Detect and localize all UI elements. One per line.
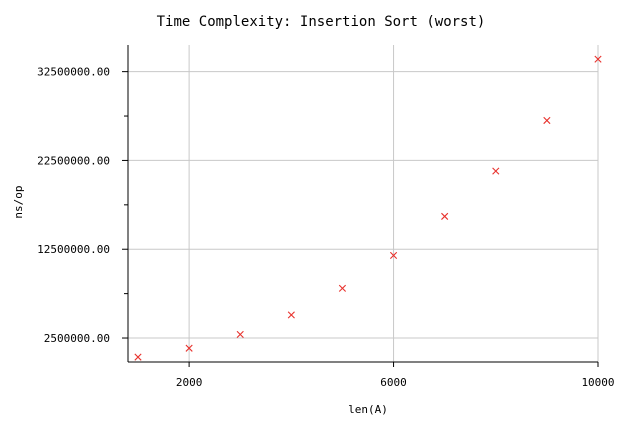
y-tick-label: 32500000.00 bbox=[37, 66, 110, 79]
data-point bbox=[543, 116, 551, 125]
y-tick-label: 22500000.00 bbox=[37, 154, 110, 167]
y-axis-ticks: 2500000.00 12500000.00 22500000.00 32500000… bbox=[37, 66, 128, 345]
data-point bbox=[492, 167, 500, 175]
x-axis-label: len(A) bbox=[348, 403, 388, 416]
data-points bbox=[134, 55, 602, 361]
x-tick-label: 2000 bbox=[176, 376, 203, 389]
data-point bbox=[338, 284, 347, 292]
y-axis-label: ns/op bbox=[12, 185, 25, 218]
x-tick-label: 10000 bbox=[581, 376, 614, 389]
y-tick-label: 12500000.00 bbox=[37, 243, 110, 256]
chart-title: Time Complexity: Insertion Sort (worst) bbox=[157, 14, 486, 30]
data-point bbox=[134, 353, 142, 361]
x-tick-label: 6000 bbox=[380, 376, 407, 389]
data-point bbox=[441, 212, 449, 220]
data-point bbox=[287, 311, 295, 319]
data-point bbox=[185, 344, 193, 352]
axes bbox=[127, 45, 598, 363]
grid-lines bbox=[128, 45, 599, 362]
y-tick-label: 2500000.00 bbox=[44, 332, 110, 345]
data-point bbox=[236, 330, 244, 339]
x-axis-ticks: 2000 6000 10000 bbox=[176, 362, 615, 389]
data-point bbox=[594, 55, 602, 63]
data-point bbox=[389, 251, 398, 260]
